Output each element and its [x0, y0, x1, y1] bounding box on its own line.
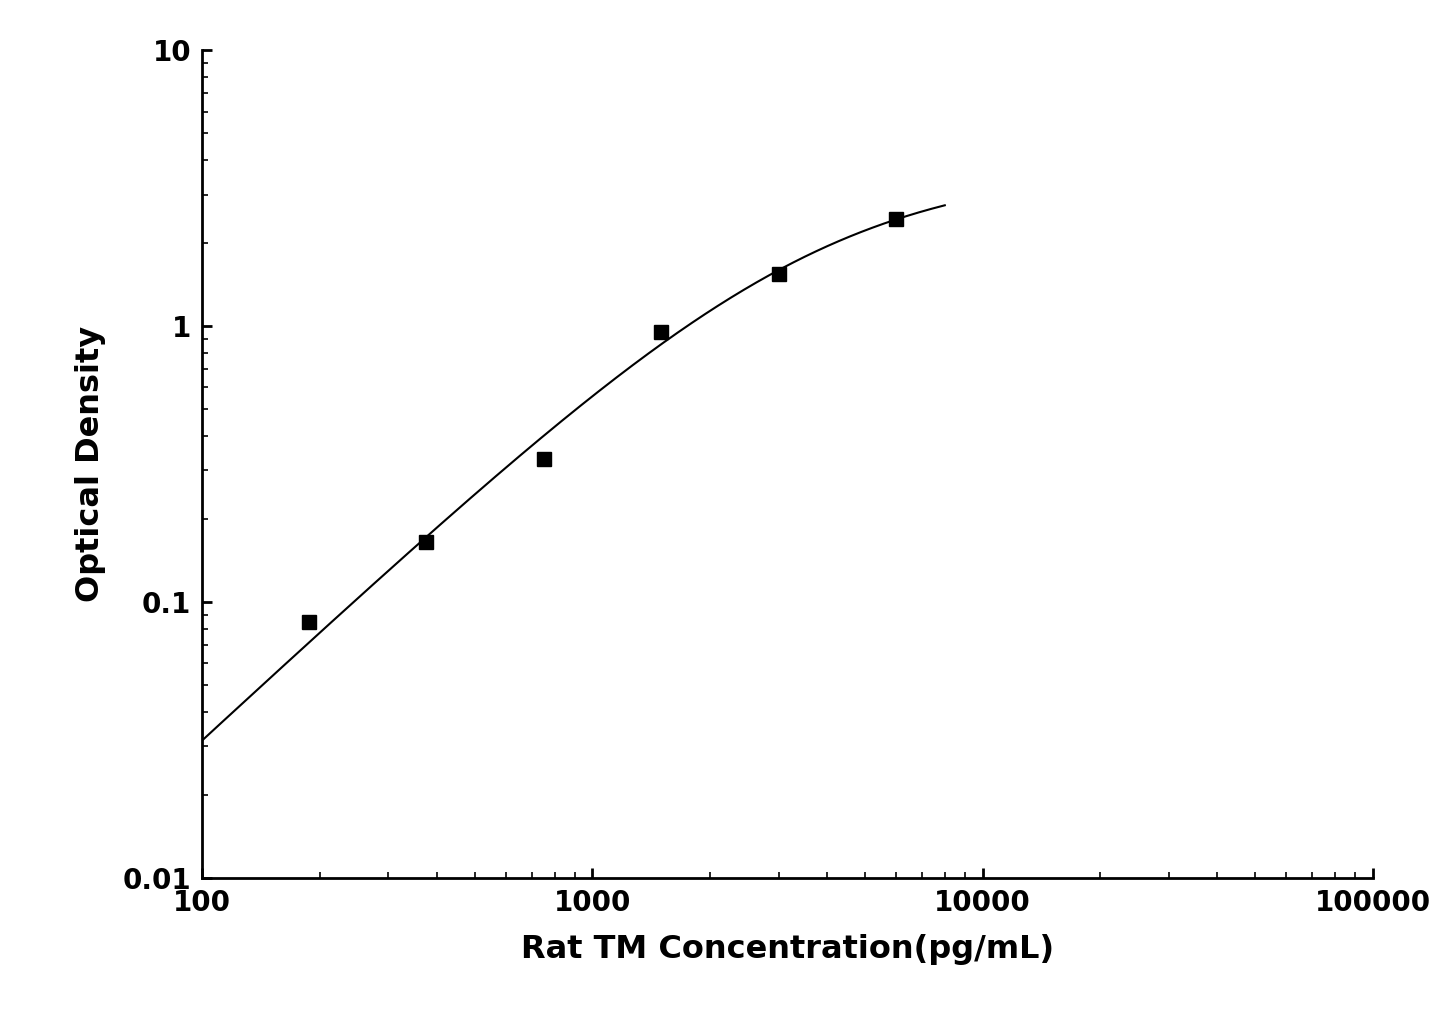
Y-axis label: Optical Density: Optical Density: [75, 326, 105, 602]
X-axis label: Rat TM Concentration(pg/mL): Rat TM Concentration(pg/mL): [522, 933, 1053, 965]
